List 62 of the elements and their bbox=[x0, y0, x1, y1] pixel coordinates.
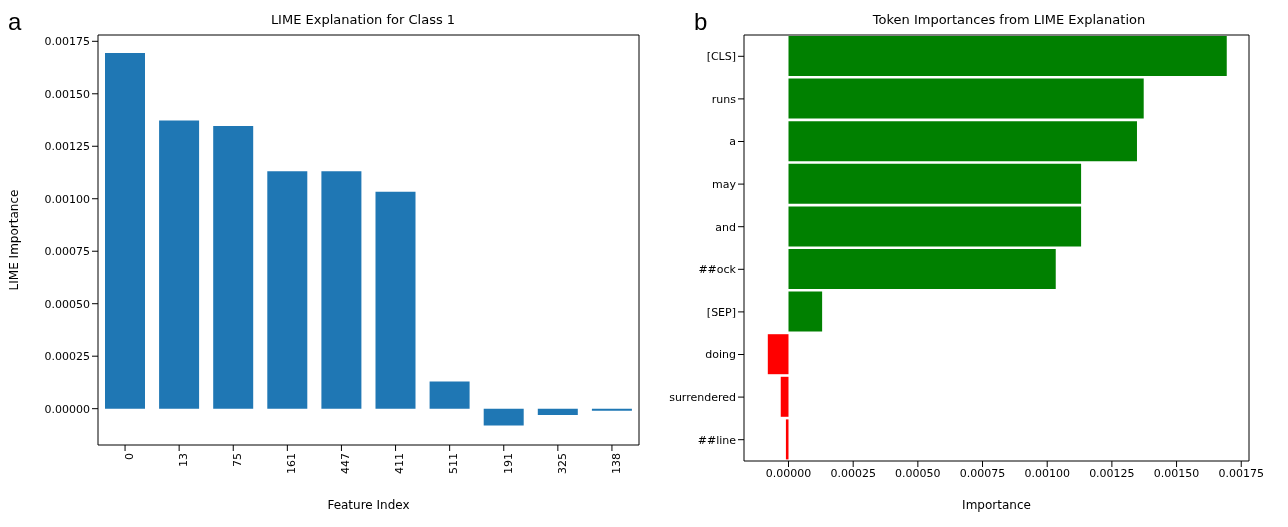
bar bbox=[788, 78, 1144, 119]
chart-title: Token Importances from LIME Explanation bbox=[871, 12, 1147, 27]
bar bbox=[483, 408, 524, 426]
x-tick-label: 161 bbox=[285, 453, 299, 474]
bar bbox=[159, 120, 200, 409]
text: b bbox=[694, 8, 708, 36]
bar bbox=[788, 291, 823, 332]
y-axis-title: LIME Importance bbox=[7, 189, 22, 291]
y-tick-label: ##ock bbox=[698, 263, 737, 277]
x-tick-label: 0.00050 bbox=[895, 466, 941, 480]
x-tick-label: 0.00175 bbox=[1218, 466, 1264, 480]
y-tick-label: a bbox=[729, 135, 736, 149]
bar bbox=[767, 334, 789, 375]
y-tick-label: 0.00025 bbox=[44, 350, 90, 364]
y-tick-label: 0.00075 bbox=[44, 245, 90, 259]
bar bbox=[788, 206, 1082, 247]
y-tick-label: [SEP] bbox=[706, 305, 736, 319]
y-tick-label: 0.00100 bbox=[44, 192, 90, 206]
x-tick-label: 0.00025 bbox=[830, 466, 876, 480]
y-tick-label: runs bbox=[711, 92, 737, 106]
bar bbox=[537, 408, 578, 415]
x-tick-label: 411 bbox=[393, 453, 407, 474]
x-tick-label: 138 bbox=[609, 453, 623, 474]
y-tick-label: 0.00150 bbox=[44, 87, 90, 101]
bar bbox=[375, 191, 416, 409]
y-tick-label: 0.00175 bbox=[44, 35, 90, 49]
y-tick-label: ##line bbox=[697, 433, 737, 447]
x-tick-label: 0.00125 bbox=[1089, 466, 1135, 480]
y-tick-label: 0.00125 bbox=[44, 140, 90, 154]
y-tick-label: 0.00050 bbox=[44, 297, 90, 311]
bar bbox=[780, 376, 789, 417]
bar bbox=[788, 121, 1137, 162]
x-tick-label: 13 bbox=[176, 453, 190, 467]
bar bbox=[788, 163, 1082, 204]
bar bbox=[105, 53, 145, 409]
y-tick-label: 0.00000 bbox=[44, 402, 90, 416]
y-tick-label: and bbox=[715, 220, 736, 234]
bar bbox=[591, 408, 632, 411]
bar bbox=[788, 249, 1056, 289]
y-tick-label: surrendered bbox=[669, 391, 736, 405]
y-tick-label: doing bbox=[705, 348, 736, 362]
x-tick-label: 0.00000 bbox=[765, 466, 812, 480]
y-tick-label: [CLS] bbox=[706, 50, 736, 64]
bar bbox=[788, 36, 1227, 76]
x-axis-title: Importance bbox=[962, 498, 1031, 512]
x-tick-label: 0.00150 bbox=[1153, 466, 1200, 480]
bar bbox=[429, 381, 470, 409]
x-tick-label: 75 bbox=[231, 453, 245, 467]
bar bbox=[267, 171, 308, 409]
x-tick-label: 0.00100 bbox=[1024, 466, 1070, 480]
bar bbox=[321, 171, 362, 409]
x-tick-label: 191 bbox=[501, 453, 515, 474]
x-tick-label: 447 bbox=[339, 453, 353, 474]
chart-title: LIME Explanation for Class 1 bbox=[269, 12, 457, 27]
x-axis-title: Feature Index bbox=[327, 498, 410, 512]
x-tick-label: 325 bbox=[555, 453, 569, 474]
text: a bbox=[8, 8, 22, 36]
x-tick-label: 511 bbox=[447, 453, 461, 474]
x-tick-label: 0 bbox=[122, 453, 136, 460]
bar bbox=[213, 125, 254, 409]
y-tick-label: may bbox=[712, 178, 737, 192]
x-tick-label: 0.00075 bbox=[959, 466, 1006, 480]
